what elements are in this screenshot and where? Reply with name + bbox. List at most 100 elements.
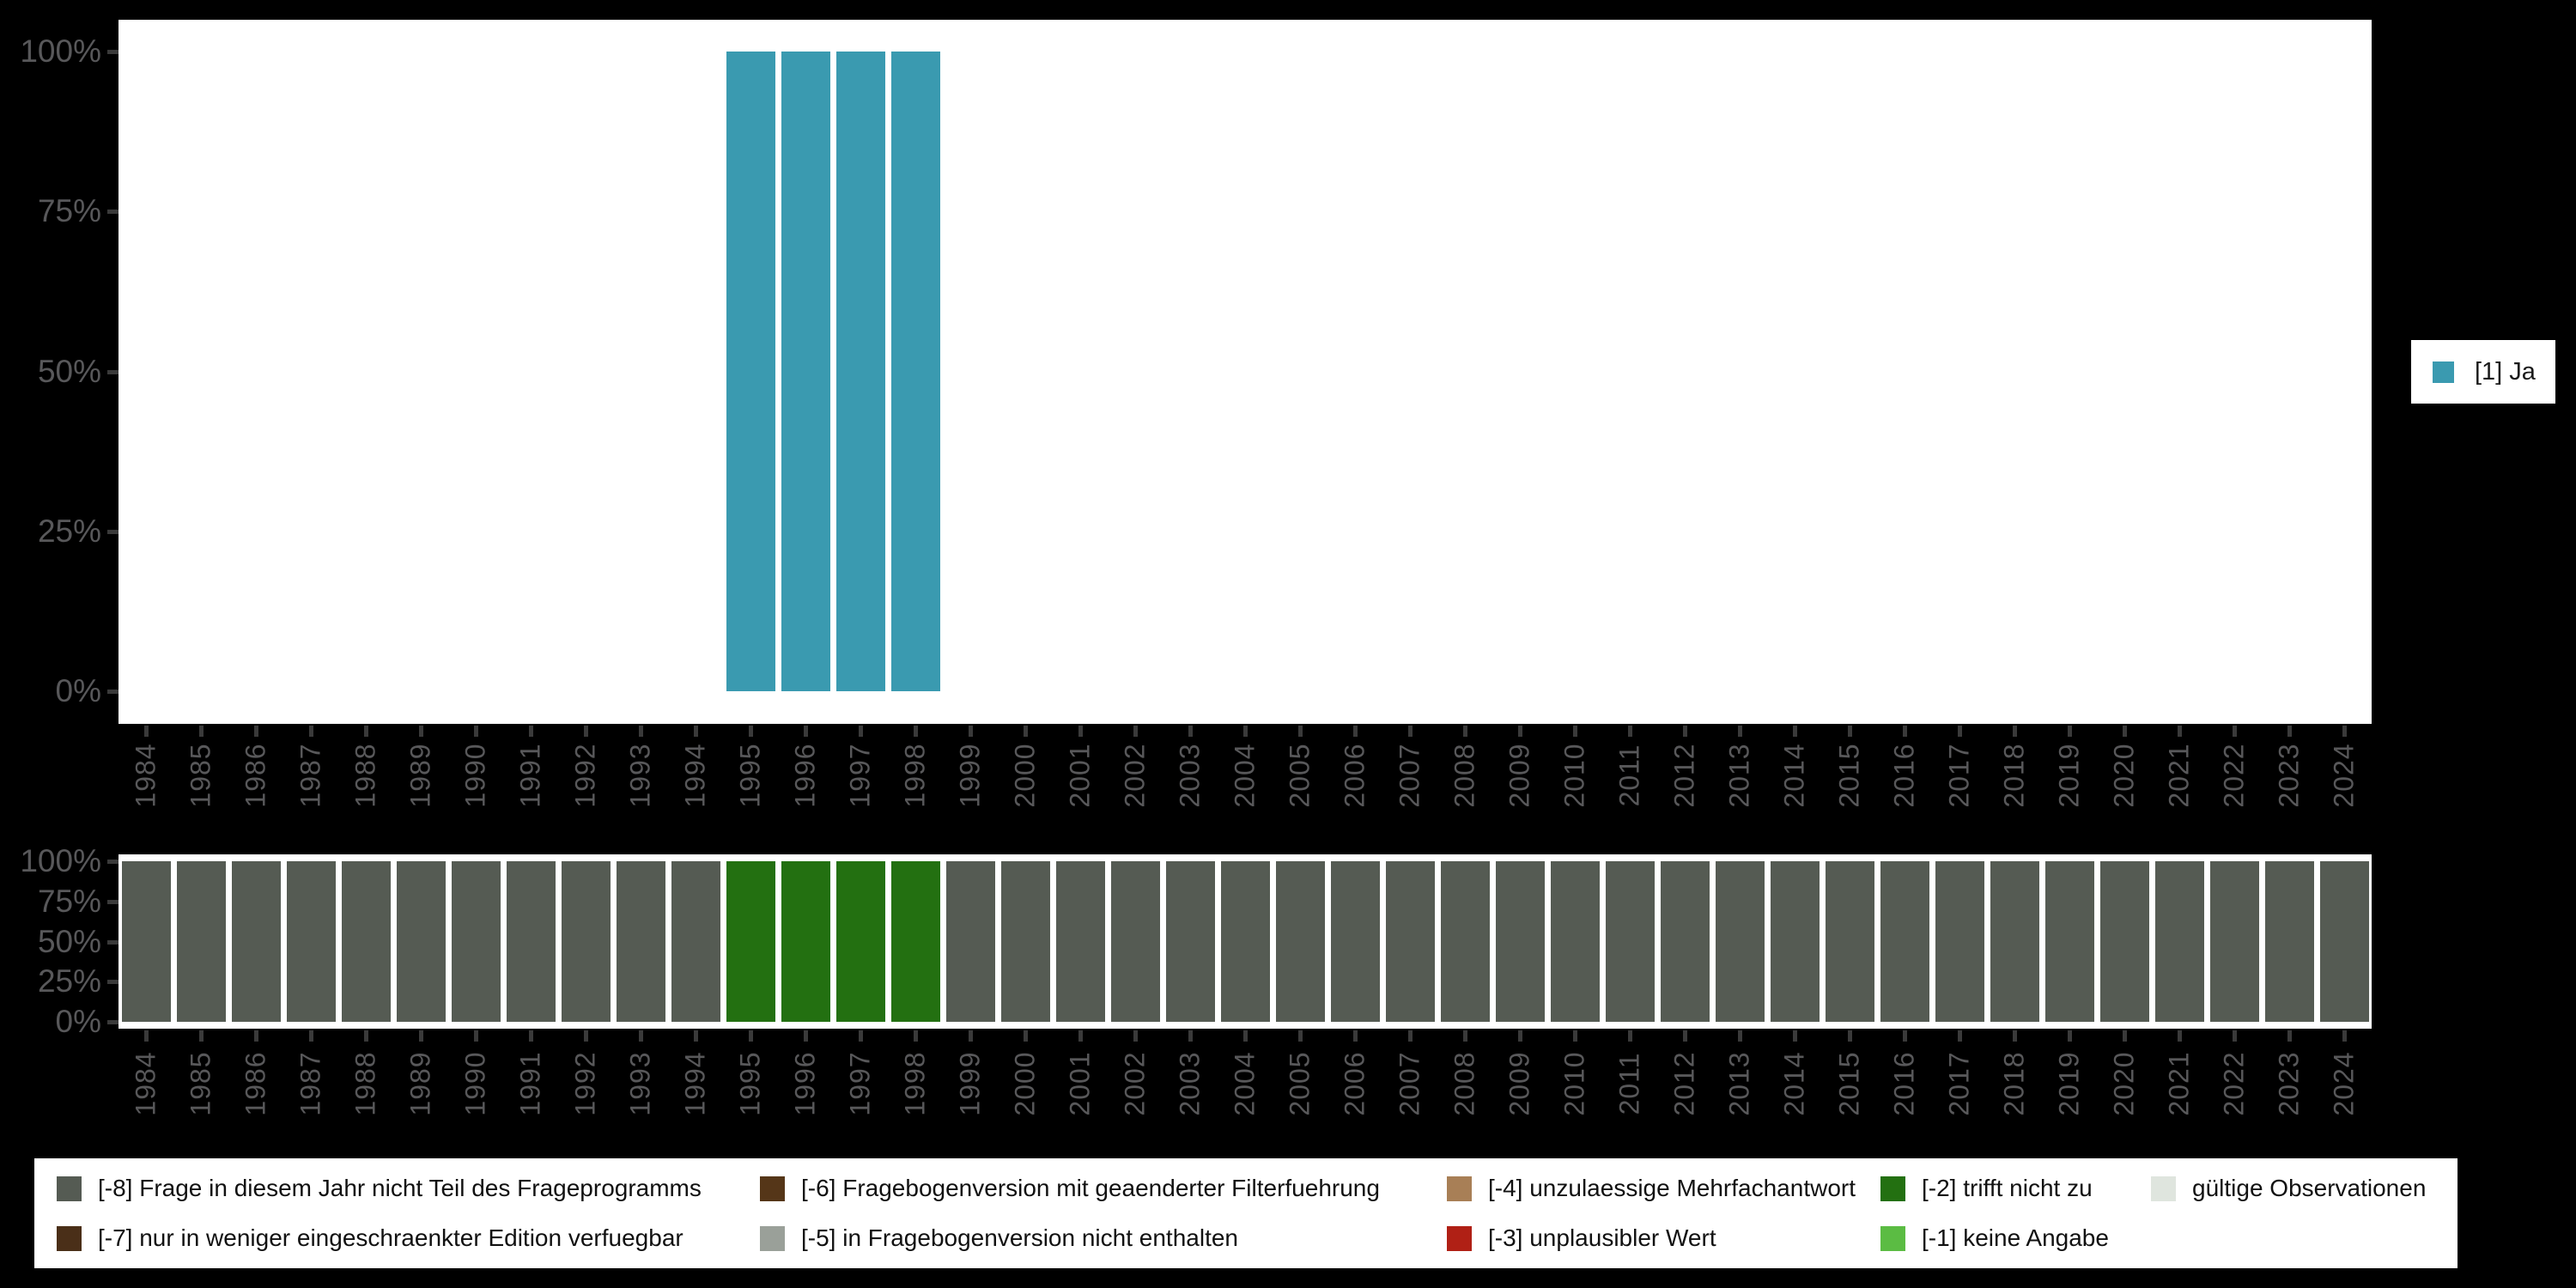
top-x-axis-tick-2014 [1793, 726, 1797, 737]
top-x-axis-label-1988: 1988 [349, 743, 381, 808]
legend-swatch-4 [1447, 1176, 1472, 1201]
top-x-axis-tick-1986 [254, 726, 258, 737]
bot-x-axis-tick-2003 [1188, 1030, 1193, 1042]
bot-y-axis-label-0: 0% [55, 1004, 101, 1039]
bot-x-axis-label-1992: 1992 [569, 1051, 601, 1116]
bar-1991-code-8 [506, 861, 556, 1022]
bot-x-axis-tick-2006 [1353, 1030, 1358, 1042]
top-x-axis-label-1999: 1999 [954, 743, 986, 808]
bot-x-axis-tick-2015 [1848, 1030, 1852, 1042]
top-x-axis-tick-1999 [969, 726, 973, 737]
legend-swatch-0 [57, 1176, 82, 1201]
bar-2004-code-8 [1220, 861, 1270, 1022]
top-y-axis-label-50: 50% [37, 353, 101, 389]
legend-label-5: [-3] unplausibler Wert [1488, 1224, 1716, 1251]
bar-1995-code-2 [726, 861, 775, 1022]
top-x-axis-label-2013: 2013 [1723, 743, 1755, 808]
bot-x-axis-label-2017: 2017 [1943, 1051, 1975, 1116]
top-x-axis-tick-1987 [309, 726, 313, 737]
bot-x-axis-tick-1986 [254, 1030, 258, 1042]
top-x-axis-tick-2011 [1628, 726, 1632, 737]
bar-1999-code-8 [945, 861, 995, 1022]
bot-x-axis-label-1989: 1989 [404, 1051, 436, 1116]
bot-x-axis-label-2022: 2022 [2218, 1051, 2250, 1116]
bar-2009-code-8 [1495, 861, 1545, 1022]
bot-x-axis-tick-2020 [2123, 1030, 2127, 1042]
top-x-axis-tick-2005 [1298, 726, 1303, 737]
bot-x-axis-tick-2004 [1243, 1030, 1248, 1042]
top-x-axis-tick-1993 [639, 726, 643, 737]
bot-x-axis-tick-1989 [419, 1030, 423, 1042]
bot-x-axis-tick-1994 [694, 1030, 698, 1042]
legend-label-6: [-2] trifft nicht zu [1922, 1175, 2093, 1201]
top-x-axis-label-2006: 2006 [1339, 743, 1370, 808]
bot-x-axis-label-2005: 2005 [1284, 1051, 1315, 1116]
bot-x-axis-tick-2000 [1024, 1030, 1028, 1042]
bot-x-axis-label-2024: 2024 [2328, 1051, 2360, 1116]
bar-1998-ja [890, 52, 940, 691]
bar-2022-code-8 [2209, 861, 2259, 1022]
legend-swatch-5 [1447, 1226, 1472, 1251]
top-x-axis-tick-2024 [2342, 726, 2347, 737]
bar-2017-code-8 [1935, 861, 1984, 1022]
legend-swatch-7 [1880, 1226, 1905, 1251]
bot-y-axis-tick-100 [107, 860, 118, 864]
bot-x-axis-tick-2024 [2342, 1030, 2347, 1042]
bar-2001-code-8 [1055, 861, 1105, 1022]
bot-x-axis-tick-2008 [1463, 1030, 1467, 1042]
top-y-axis-label-75: 75% [37, 193, 101, 229]
bar-2008-code-8 [1440, 861, 1490, 1022]
bar-2011-code-8 [1605, 861, 1655, 1022]
top-x-axis-label-2000: 2000 [1009, 743, 1041, 808]
top-x-axis-label-2007: 2007 [1394, 743, 1425, 808]
bot-x-axis-tick-2010 [1573, 1030, 1577, 1042]
bot-x-axis-label-2007: 2007 [1394, 1051, 1425, 1116]
top-x-axis-label-1992: 1992 [569, 743, 601, 808]
bar-1987-code-8 [286, 861, 336, 1022]
bot-x-axis-tick-1991 [529, 1030, 533, 1042]
bot-x-axis-label-2015: 2015 [1833, 1051, 1865, 1116]
top-y-axis-tick-0 [107, 690, 118, 694]
top-x-axis-label-1985: 1985 [185, 743, 216, 808]
top-x-axis-label-2009: 2009 [1504, 743, 1535, 808]
bar-1989-code-8 [396, 861, 446, 1022]
bot-x-axis-label-2006: 2006 [1339, 1051, 1370, 1116]
bot-x-axis-tick-2013 [1738, 1030, 1742, 1042]
bot-x-axis-label-1993: 1993 [624, 1051, 656, 1116]
bot-y-axis-tick-25 [107, 980, 118, 985]
bot-x-axis-tick-2005 [1298, 1030, 1303, 1042]
top-y-axis-tick-100 [107, 50, 118, 54]
bot-x-axis-label-1990: 1990 [459, 1051, 491, 1116]
top-x-axis-label-2020: 2020 [2108, 743, 2140, 808]
bot-x-axis-label-1985: 1985 [185, 1051, 216, 1116]
top-x-axis-tick-2008 [1463, 726, 1467, 737]
top-x-axis-label-2019: 2019 [2053, 743, 2085, 808]
top-x-axis-tick-2020 [2123, 726, 2127, 737]
legend-swatch-6 [1880, 1176, 1905, 1201]
top-x-axis-tick-1994 [694, 726, 698, 737]
legend-label-7: [-1] keine Angabe [1922, 1224, 2109, 1251]
legend-swatch-2 [760, 1176, 785, 1201]
bot-x-axis-label-1987: 1987 [295, 1051, 326, 1116]
bot-x-axis-tick-1993 [639, 1030, 643, 1042]
legend-top: [1] Ja [2411, 340, 2555, 404]
bot-x-axis-label-2021: 2021 [2163, 1051, 2195, 1116]
top-x-axis-label-1998: 1998 [899, 743, 931, 808]
top-y-axis-label-25: 25% [37, 513, 101, 549]
bar-2021-code-8 [2154, 861, 2204, 1022]
top-x-axis-label-1993: 1993 [624, 743, 656, 808]
top-x-axis-tick-1991 [529, 726, 533, 737]
top-x-axis-tick-2004 [1243, 726, 1248, 737]
top-x-axis-label-1991: 1991 [514, 743, 546, 808]
bot-x-axis-label-2020: 2020 [2108, 1051, 2140, 1116]
top-x-axis-tick-2012 [1683, 726, 1687, 737]
top-x-axis-label-2014: 2014 [1778, 743, 1810, 808]
top-x-axis-tick-2021 [2178, 726, 2182, 737]
bot-x-axis-label-1988: 1988 [349, 1051, 381, 1116]
bot-x-axis-tick-2009 [1518, 1030, 1522, 1042]
bot-y-axis-label-50: 50% [37, 923, 101, 959]
bot-y-axis-label-75: 75% [37, 883, 101, 919]
bot-x-axis-label-2016: 2016 [1888, 1051, 1920, 1116]
bar-2010-code-8 [1550, 861, 1600, 1022]
legend-label-8: gültige Observationen [2192, 1175, 2427, 1201]
